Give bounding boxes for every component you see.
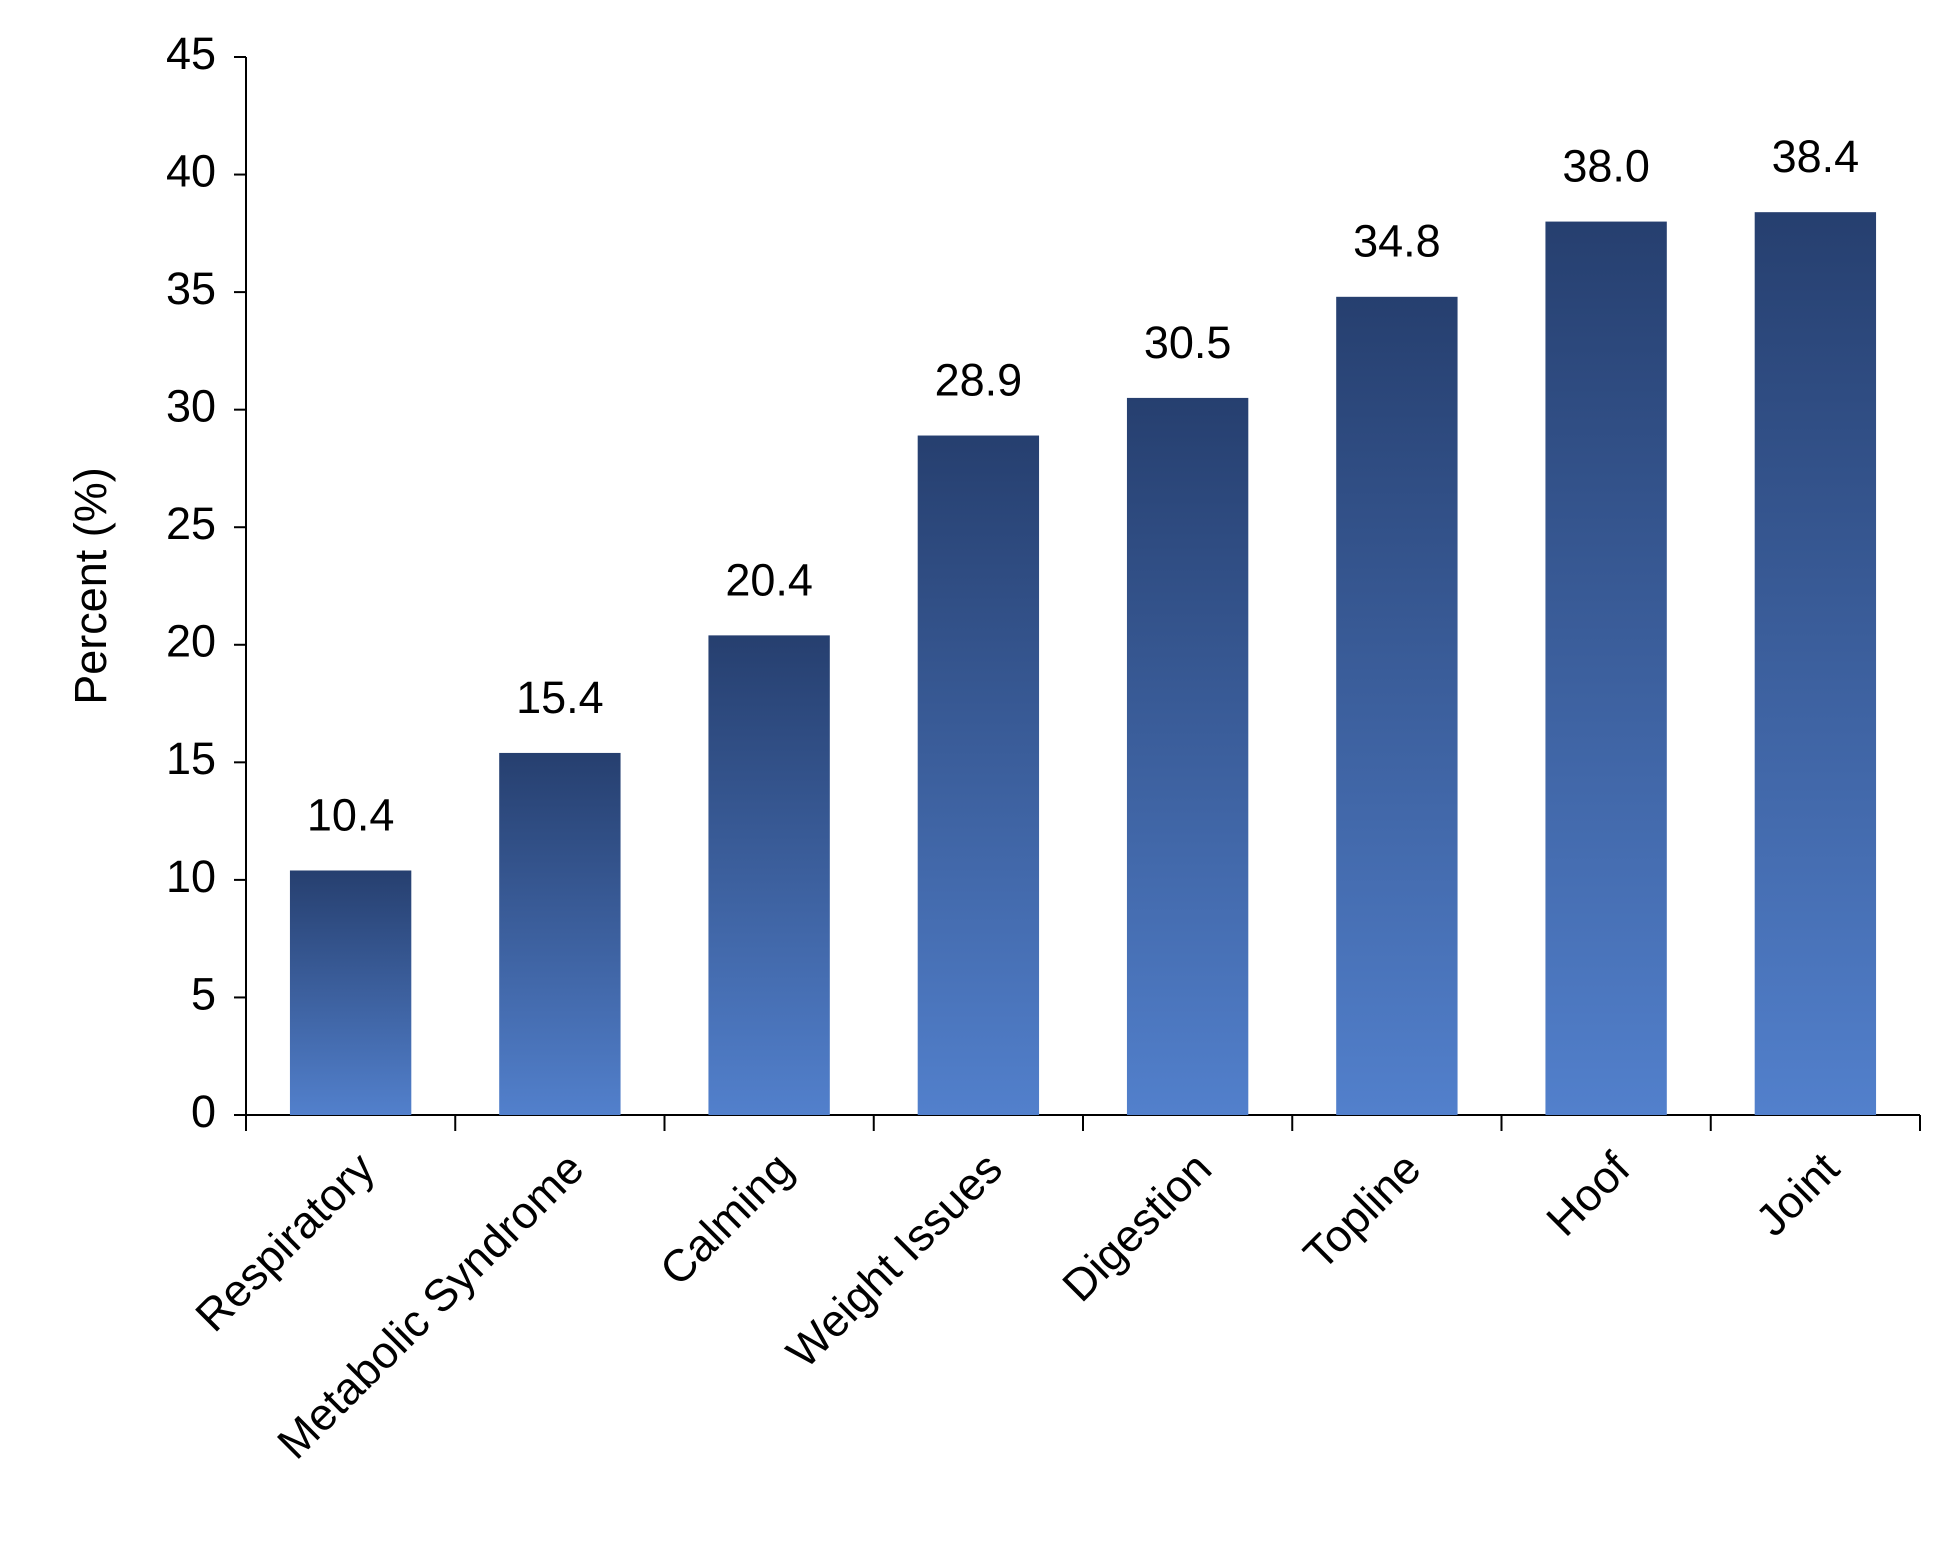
y-tick-label: 0 [191, 1086, 216, 1137]
y-tick-label: 20 [166, 616, 216, 667]
value-label: 34.8 [1353, 216, 1441, 267]
value-label: 28.9 [935, 354, 1023, 405]
y-tick-label: 5 [191, 968, 216, 1019]
x-tick-label: Topline [1293, 1142, 1430, 1279]
bar [1545, 221, 1667, 1116]
value-label: 20.4 [725, 554, 813, 605]
x-tick-label: Digestion [1052, 1142, 1221, 1311]
value-label: 15.4 [516, 672, 604, 723]
y-tick-label: 45 [166, 28, 216, 79]
y-tick-label: 15 [166, 733, 216, 784]
x-tick-label: Hoof [1536, 1142, 1640, 1246]
bar [1336, 296, 1458, 1115]
value-label: 38.4 [1772, 131, 1860, 182]
x-tick-label: Joint [1746, 1142, 1850, 1246]
bar [1126, 397, 1249, 1115]
value-label: 30.5 [1144, 317, 1232, 368]
y-tick-label: 35 [166, 263, 216, 314]
value-label: 38.0 [1562, 140, 1650, 191]
x-tick-label: Calming [650, 1142, 803, 1295]
x-tick-label: Weight Issues [777, 1142, 1012, 1377]
y-tick-label: 40 [166, 145, 216, 196]
bar [708, 635, 830, 1115]
y-tick-label: 25 [166, 498, 216, 549]
value-label: 10.4 [307, 789, 395, 840]
x-tick-label: Respiratory [185, 1142, 384, 1341]
y-axis-label: Percent (%) [65, 467, 116, 705]
bar [289, 870, 412, 1115]
bar [917, 435, 1040, 1115]
bar [499, 752, 621, 1115]
y-tick-label: 30 [166, 381, 216, 432]
bar [1754, 212, 1877, 1115]
y-tick-label: 10 [166, 851, 216, 902]
